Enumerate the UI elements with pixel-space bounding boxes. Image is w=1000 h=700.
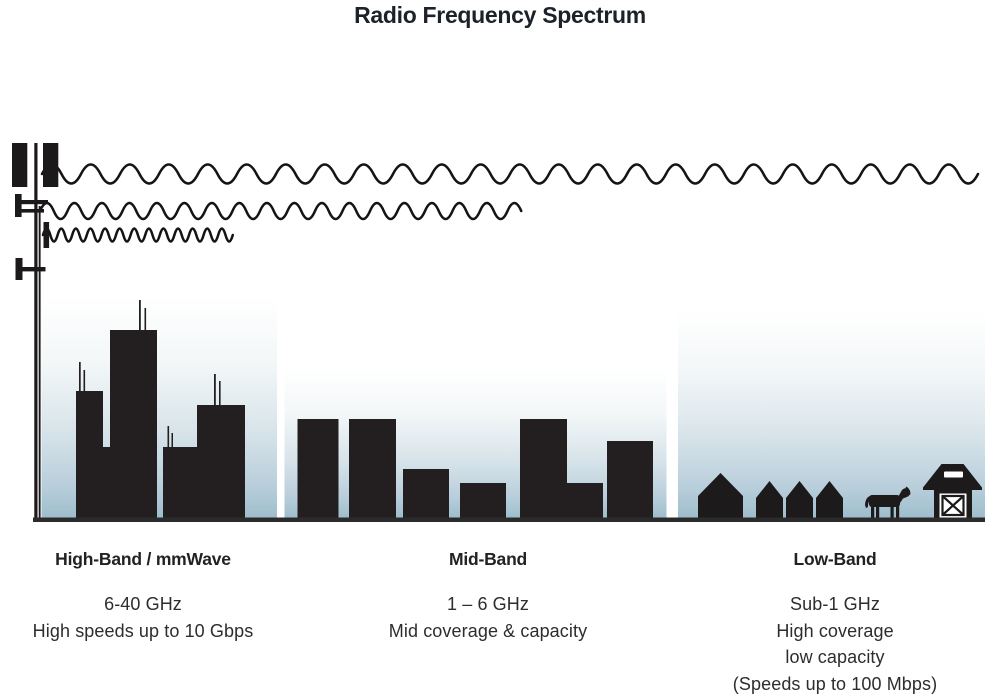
band-details-mid: 1 – 6 GHz Mid coverage & capacity: [363, 591, 613, 644]
band-label-mid: Mid-Band 1 – 6 GHz Mid coverage & capaci…: [363, 549, 613, 644]
band-label-high: High-Band / mmWave 6-40 GHz High speeds …: [18, 549, 268, 644]
band-details-high: 6-40 GHz High speeds up to 10 Gbps: [18, 591, 268, 644]
spectrum-illustration: [12, 143, 985, 522]
band-description: Mid coverage & capacity: [388, 620, 588, 641]
mid-band-building: [403, 469, 449, 520]
cow-icon: [865, 486, 911, 519]
band-label-low: Low-Band Sub-1 GHz High coverage low cap…: [705, 549, 965, 697]
band-frequency: 6-40 GHz: [104, 594, 182, 614]
house-silhouette: [786, 481, 813, 520]
mid-band-building: [349, 419, 396, 520]
high-band-building: [76, 391, 103, 520]
high-band-rooftop-antenna: [167, 426, 170, 448]
house-silhouette: [756, 481, 783, 520]
mid-band-building: [460, 483, 506, 520]
radio-waves: [38, 163, 980, 243]
band-frequency: Sub-1 GHz: [790, 594, 880, 614]
band-frequency: 1 – 6 GHz: [447, 594, 529, 614]
band-name-high: High-Band / mmWave: [55, 549, 231, 569]
high-band-rooftop-antenna: [171, 433, 173, 448]
ground-line: [33, 517, 985, 522]
high-band-rooftop-antenna: [219, 381, 221, 406]
high-frequency-wave: [41, 227, 235, 243]
high-band-rooftop-antenna: [83, 370, 86, 392]
mid-band-building: [520, 419, 567, 520]
cell-tower-icon: [12, 143, 59, 520]
mid-band-building: [567, 483, 603, 520]
high-band-building: [103, 447, 110, 520]
high-band-building: [197, 405, 245, 520]
band-description: High speeds up to 10 Gbps: [32, 620, 254, 641]
building-silhouettes: [76, 300, 653, 520]
band-description: (Speeds up to 100 Mbps): [732, 673, 938, 694]
band-name-low: Low-Band: [793, 549, 877, 569]
mid-band-building: [297, 419, 339, 520]
high-band-rooftop-antenna: [214, 374, 216, 406]
band-name-mid: Mid-Band: [448, 549, 528, 569]
high-band-building: [163, 447, 197, 520]
high-band-rooftop-antenna: [79, 362, 81, 392]
house-silhouette: [816, 481, 843, 520]
mid-frequency-wave: [38, 201, 523, 221]
high-band-rooftop-antenna: [144, 308, 147, 331]
house-silhouette: [698, 473, 743, 520]
page-title: Radio Frequency Spectrum: [354, 2, 646, 28]
low-frequency-wave: [40, 163, 980, 185]
high-band-building: [110, 330, 157, 520]
band-description: low capacity: [785, 647, 885, 667]
barn-icon: [923, 464, 982, 520]
band-description: High coverage: [776, 620, 894, 641]
rural-silhouettes: [698, 464, 982, 520]
band-details-low: Sub-1 GHz High coverage low capacity (Sp…: [705, 591, 965, 697]
ground-line: [33, 517, 985, 522]
high-band-rooftop-antenna: [139, 300, 141, 331]
mid-band-building: [607, 441, 653, 520]
